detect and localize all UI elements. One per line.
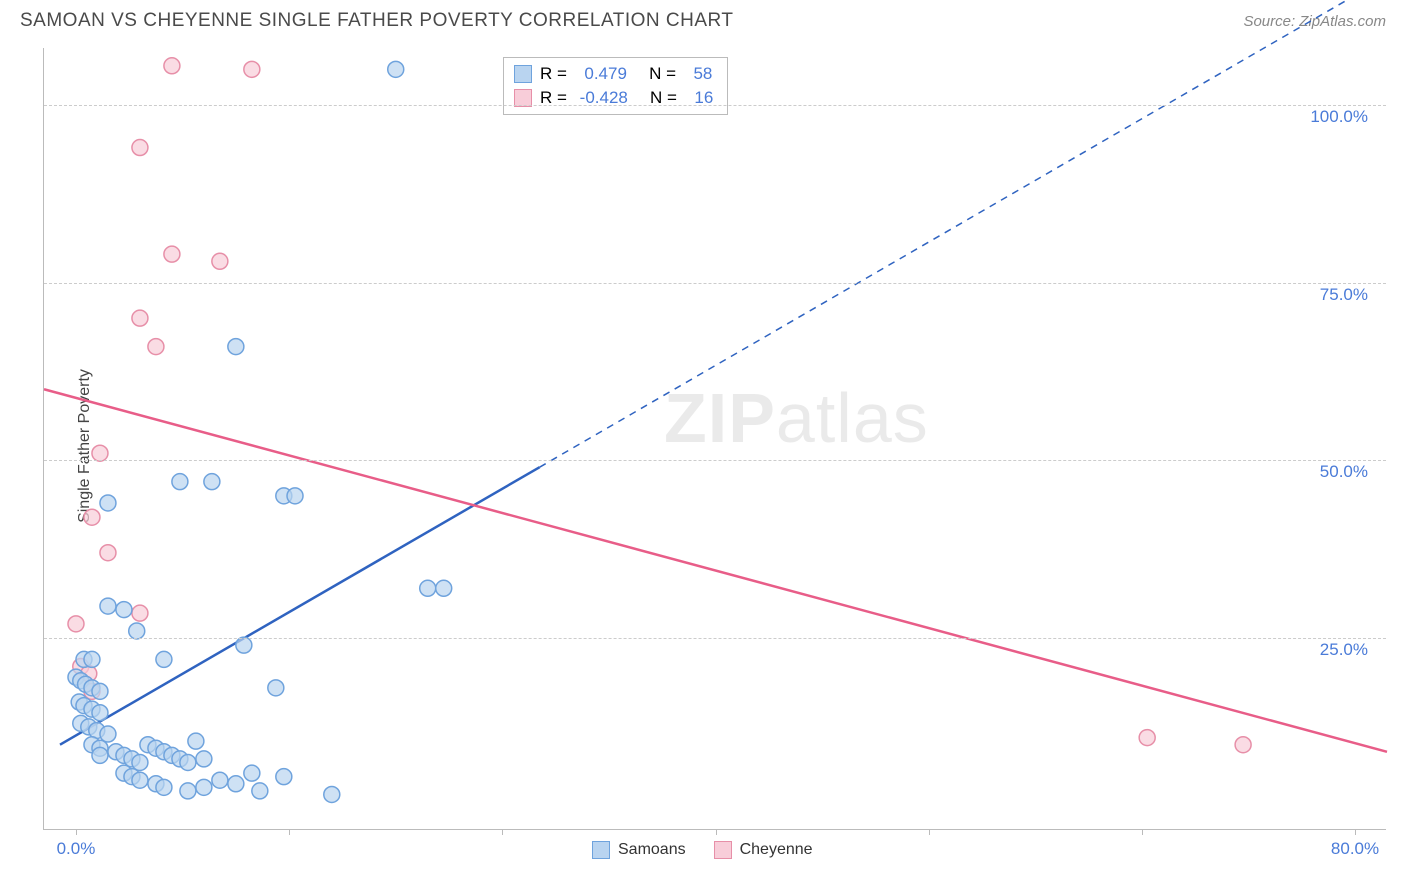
series-legend: Samoans Cheyenne xyxy=(592,841,813,859)
xtick xyxy=(76,829,77,835)
source-label: Source: ZipAtlas.com xyxy=(1243,13,1386,30)
gridline-h xyxy=(44,105,1386,106)
xtick xyxy=(1355,829,1356,835)
gridline-h xyxy=(44,460,1386,461)
ytick-label: 25.0% xyxy=(1320,640,1368,660)
plot-area: ZIPatlas R = 0.479 N = 58 R = -0.428 N =… xyxy=(43,48,1386,830)
ytick-label: 50.0% xyxy=(1320,462,1368,482)
gridline-h xyxy=(44,638,1386,639)
swatch-pink-icon xyxy=(714,841,732,859)
stats-legend: R = 0.479 N = 58 R = -0.428 N = 16 xyxy=(503,57,728,115)
xtick-label: 80.0% xyxy=(1331,839,1379,859)
gridline-h xyxy=(44,283,1386,284)
xtick xyxy=(929,829,930,835)
xtick xyxy=(502,829,503,835)
xtick xyxy=(716,829,717,835)
stats-row-cheyenne: R = -0.428 N = 16 xyxy=(514,86,713,110)
xtick xyxy=(289,829,290,835)
chart-title: SAMOAN VS CHEYENNE SINGLE FATHER POVERTY… xyxy=(20,10,734,32)
ytick-label: 100.0% xyxy=(1310,107,1368,127)
plot-svg xyxy=(44,48,1386,829)
ytick-label: 75.0% xyxy=(1320,285,1368,305)
stats-row-samoans: R = 0.479 N = 58 xyxy=(514,62,713,86)
legend-item-samoans: Samoans xyxy=(592,841,686,859)
legend-item-cheyenne: Cheyenne xyxy=(714,841,813,859)
xtick xyxy=(1142,829,1143,835)
swatch-blue-icon xyxy=(514,65,532,83)
swatch-blue-icon xyxy=(592,841,610,859)
xtick-label: 0.0% xyxy=(57,839,96,859)
